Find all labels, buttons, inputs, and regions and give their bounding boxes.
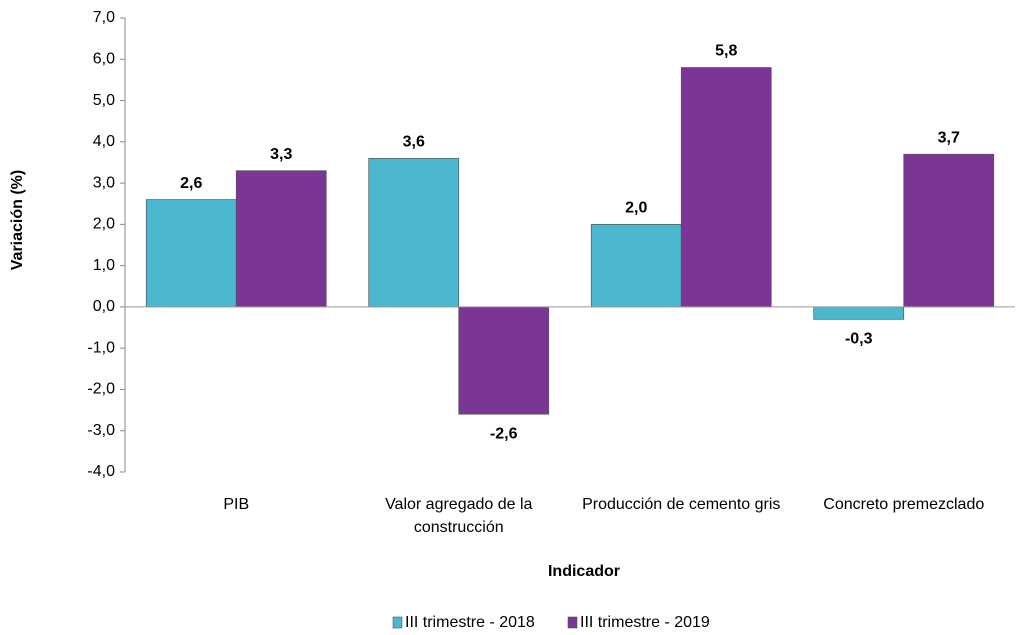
x-tick-label: Valor agregado de la construcción: [385, 496, 533, 536]
legend-label: III trimestre - 2019: [580, 614, 710, 631]
y-tick-label: 1,0: [93, 257, 115, 274]
data-label: 5,8: [715, 43, 737, 60]
bar: [813, 306, 905, 320]
bar: [145, 199, 237, 308]
y-tick-label: 5,0: [93, 92, 115, 109]
legend-swatch: [392, 616, 403, 629]
legend-swatch: [567, 616, 578, 629]
y-tick-label: -1,0: [87, 339, 115, 356]
y-tick-label: 2,0: [93, 216, 115, 233]
data-label: 3,3: [270, 146, 292, 163]
legend-label: III trimestre - 2018: [405, 614, 535, 631]
y-tick-label: 0,0: [93, 298, 115, 315]
y-tick-label: -2,0: [87, 381, 115, 398]
bar: [368, 157, 460, 308]
bar: [235, 170, 327, 308]
x-tick-label: PIB: [223, 496, 250, 513]
x-axis-title: Indicador: [548, 563, 620, 580]
y-tick-label: 6,0: [93, 50, 115, 67]
y-tick-label: -4,0: [87, 463, 115, 480]
bar: [903, 153, 995, 308]
bar: [590, 224, 682, 308]
data-label: 2,0: [625, 200, 647, 217]
data-label: 2,6: [180, 175, 202, 192]
bar: [680, 67, 772, 308]
y-axis-title: Variación (%): [9, 170, 26, 270]
y-tick-label: 4,0: [93, 133, 115, 150]
bar: [458, 306, 550, 415]
data-label: -0,3: [845, 331, 873, 348]
x-tick-label: Producción de cemento gris: [582, 496, 781, 513]
data-label: 3,7: [938, 129, 960, 146]
data-label: -2,6: [490, 425, 518, 442]
y-tick-label: 3,0: [93, 174, 115, 191]
y-tick-label: 7,0: [93, 9, 115, 26]
y-tick-label: -3,0: [87, 422, 115, 439]
x-tick-label: Concreto premezclado: [823, 496, 985, 513]
data-label: 3,6: [403, 134, 425, 151]
